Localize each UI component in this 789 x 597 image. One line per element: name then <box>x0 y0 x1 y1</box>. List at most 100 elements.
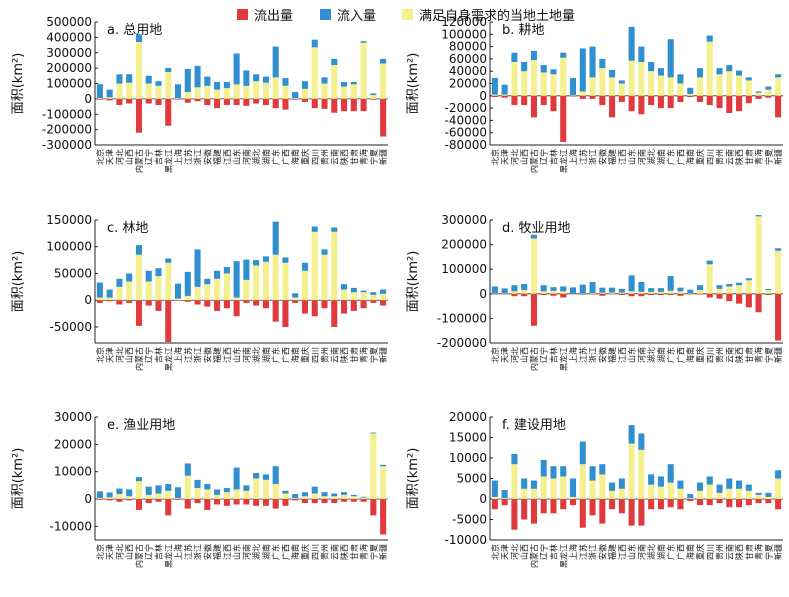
bar-local <box>194 488 201 499</box>
bar-inflow <box>370 432 377 434</box>
bar-inflow <box>745 484 752 491</box>
bar-local <box>165 71 172 99</box>
x-tick-label: 上海 <box>568 544 578 560</box>
bar-local <box>126 496 133 499</box>
bar-outflow <box>233 300 240 317</box>
bar-outflow <box>126 499 133 501</box>
bar-inflow <box>214 81 221 90</box>
bar-outflow <box>648 95 655 106</box>
y-tick-label: 80000 <box>449 40 487 54</box>
chart-svg-grazing-land: -200000-1000000100000200000300000北京 天津 河北山… <box>406 213 783 371</box>
x-tick-label: 青海 <box>359 149 369 165</box>
y-tick-label: -60000 <box>444 126 487 140</box>
x-tick-label: 青海 <box>359 544 369 560</box>
x-tick-label: 甘肃 <box>349 347 359 363</box>
bar-local <box>579 464 586 499</box>
y-tick-label: -100000 <box>42 107 92 121</box>
bar-outflow <box>341 499 348 502</box>
y-tick-label: 60000 <box>449 52 487 66</box>
bar-outflow <box>380 300 387 306</box>
legend-label-inflow: 流入量 <box>337 8 377 24</box>
y-tick-label: 400000 <box>46 30 92 44</box>
bar-local <box>262 479 269 499</box>
bar-local <box>609 77 616 96</box>
bar-local <box>135 481 142 499</box>
bar-outflow <box>321 98 328 109</box>
bar-outflow <box>657 293 664 296</box>
x-tick-label: 云南 <box>724 149 734 165</box>
bar-outflow <box>106 499 113 501</box>
bar-inflow <box>638 433 645 450</box>
y-tick-label: 50000 <box>54 266 92 280</box>
bar-outflow <box>135 300 142 326</box>
y-tick-label: 100000 <box>46 240 92 254</box>
bar-inflow <box>321 492 328 497</box>
bar-outflow <box>262 300 269 309</box>
bar-outflow <box>243 98 250 106</box>
bar-inflow <box>262 474 269 480</box>
bar-local <box>687 93 694 96</box>
bar-local <box>599 292 606 294</box>
bar-inflow <box>360 41 367 43</box>
x-tick-label: 广西 <box>675 347 685 363</box>
bar-local <box>243 490 250 499</box>
bar-local <box>262 261 269 301</box>
bar-local <box>165 262 172 301</box>
bar-inflow <box>174 487 182 499</box>
bar-inflow <box>292 293 299 298</box>
chart-panel-forest-land: -50000 0 50000 100000 150000 北京 天津 河北 山西 内蒙古 辽宁 吉林黑… <box>0 210 394 400</box>
y-axis-label: 面积(km²) <box>406 251 421 313</box>
x-tick-label: 甘肃 <box>744 544 754 560</box>
bar-inflow <box>696 68 704 78</box>
x-tick-label: 甘肃 <box>349 544 359 560</box>
bar-inflow <box>350 494 357 497</box>
x-tick-label: 上海 <box>173 347 183 363</box>
bar-local <box>716 288 723 294</box>
bar-local <box>530 60 537 96</box>
bar-inflow <box>560 52 567 58</box>
bar-local <box>292 98 299 99</box>
bar-inflow <box>511 52 518 62</box>
bar-inflow <box>501 489 508 499</box>
bar-local <box>223 273 230 301</box>
x-tick-label: 新疆 <box>773 347 783 363</box>
bar-local <box>657 291 664 294</box>
bar-local <box>765 89 772 96</box>
x-tick-label: 河北 <box>114 347 124 363</box>
y-tick-label: 15000 <box>449 431 487 445</box>
bar-local <box>253 81 260 99</box>
x-tick-label: 安徽 <box>597 544 607 560</box>
x-tick-label: 福建 <box>607 544 617 560</box>
bar-inflow <box>521 61 528 72</box>
bar-outflow <box>174 499 182 500</box>
bar-local <box>96 98 103 99</box>
bar-inflow <box>530 50 537 61</box>
x-tick-label: 河南 <box>241 347 251 363</box>
bar-local <box>311 47 318 99</box>
bar-inflow <box>550 466 557 479</box>
y-tick-label: 10000 <box>449 451 487 465</box>
bar-outflow <box>530 293 537 326</box>
bar-outflow <box>370 300 377 303</box>
bar-local <box>765 496 772 499</box>
x-tick-label: 江苏 <box>183 149 193 165</box>
legend-swatch-outflow <box>237 8 248 20</box>
bar-inflow <box>716 68 723 75</box>
x-tick-label: 福建 <box>212 149 222 165</box>
x-tick-label: 新疆 <box>378 149 388 165</box>
bar-outflow <box>618 293 625 296</box>
bar-inflow <box>243 485 250 491</box>
x-tick-label: 重庆 <box>300 347 310 363</box>
x-tick-label: 陕西 <box>339 544 349 560</box>
bar-inflow <box>628 275 635 292</box>
bar-outflow <box>321 499 328 504</box>
y-axis-label: 面积(km²) <box>11 53 26 115</box>
x-tick-label: 广东 <box>271 149 281 165</box>
x-tick-label: 江苏 <box>578 544 588 560</box>
bar-inflow <box>331 493 338 497</box>
bar-local <box>135 254 142 301</box>
x-tick-label: 海南 <box>290 149 300 165</box>
x-tick-label: 贵州 <box>715 347 725 363</box>
bar-local <box>194 286 201 301</box>
bar-local <box>126 82 133 99</box>
